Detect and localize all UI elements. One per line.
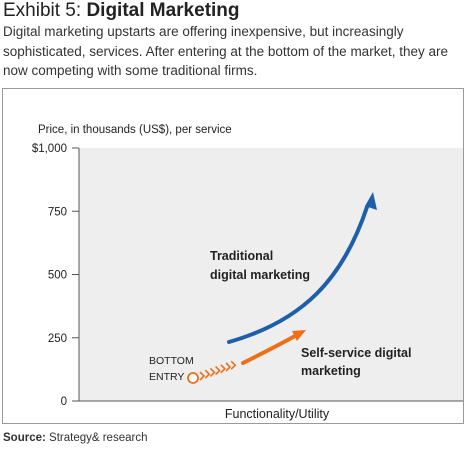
exhibit-heading: Digital Marketing [86,0,240,21]
self-service-label-line1: Self-service digital [301,346,411,360]
exhibit-subtitle: Digital marketing upstarts are offering … [3,24,448,78]
entry-chevron [204,369,211,379]
entry-chevron [199,371,206,381]
bottom-entry-label-line1: BOTTOM [149,355,194,367]
y-tick-label: 500 [48,270,67,282]
y-tick-label: 250 [48,333,67,345]
y-tick-label: 750 [48,206,67,218]
traditional-arrowhead [365,192,377,210]
y-tick-label: 0 [61,396,67,408]
self-service-curve [241,334,297,365]
exhibit-title: Exhibit 5: Digital Marketing [3,0,240,23]
self-service-label-line2: marketing [301,364,361,378]
y-tick-label: $1,000 [32,143,67,155]
entry-chevron [225,362,232,372]
chart-frame: Price, in thousands (US$), per service 0… [2,88,464,424]
source-label: Source: [3,432,46,444]
self-service-arrowhead [292,330,306,341]
traditional-curve [227,205,369,344]
y-axis-title: Price, in thousands (US$), per service [38,124,232,136]
traditional-label-line1: Traditional [210,249,273,263]
entry-chevron [230,360,237,370]
plot-area [79,148,463,401]
entry-chevron [215,366,221,376]
bottom-entry-chevrons [199,360,237,381]
bottom-entry-label-line2: ENTRY [149,371,184,383]
source-text: Strategy& research [49,432,148,444]
x-axis-title: Functionality/Utility [225,407,330,421]
y-ticks: 0 250 500 750 $1,000 [32,143,79,408]
entry-chevron [220,364,226,374]
bottom-entry-marker [187,372,199,384]
chart-svg: Price, in thousands (US$), per service 0… [32,124,463,421]
entry-chevron [209,367,216,377]
source-note: Source: Strategy& research [3,432,147,444]
exhibit-number: Exhibit 5: [3,0,82,21]
traditional-label-line2: digital marketing [210,268,310,282]
